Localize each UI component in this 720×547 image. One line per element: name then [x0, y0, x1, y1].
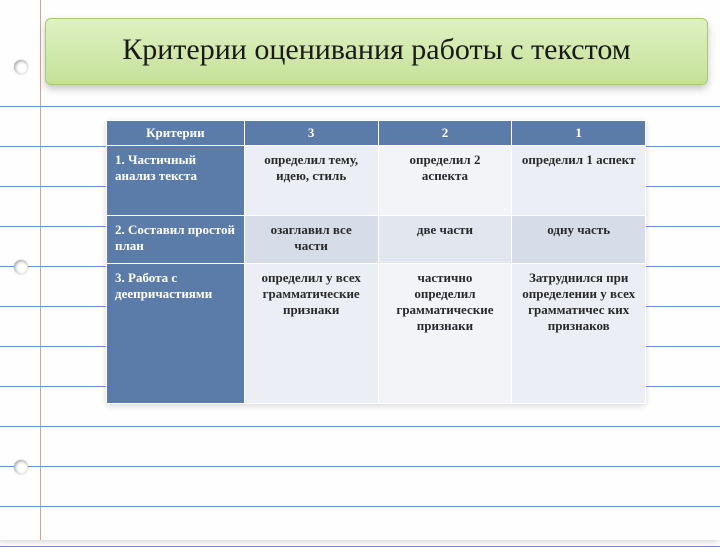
notebook-rule-line	[0, 426, 720, 427]
notebook-rule-line	[0, 106, 720, 107]
col-header-score3: 3	[244, 121, 378, 146]
slide-title-box: Критерии оценивания работы с текстом	[45, 18, 708, 85]
cell: определил 1 аспект	[512, 146, 646, 216]
cell: две части	[378, 216, 512, 264]
cell: одну часть	[512, 216, 646, 264]
table-header-row: Критерии 3 2 1	[107, 121, 646, 146]
cell: Затруднился при определении у всех грамм…	[512, 264, 646, 404]
notebook-rule-line	[0, 466, 720, 467]
cell: частично определил грамматические призна…	[378, 264, 512, 404]
col-header-score1: 1	[512, 121, 646, 146]
cell: определил у всех грамматические признаки	[244, 264, 378, 404]
punch-hole	[14, 260, 28, 274]
col-header-criteria: Критерии	[107, 121, 245, 146]
notebook-margin-line	[40, 0, 41, 540]
table-row: 1. Частичный анализ текста определил тем…	[107, 146, 646, 216]
col-header-score2: 2	[378, 121, 512, 146]
row-label: 1. Частичный анализ текста	[107, 146, 245, 216]
punch-hole	[14, 60, 28, 74]
notebook-rule-line	[0, 506, 720, 507]
row-label: 2. Составил простой план	[107, 216, 245, 264]
punch-hole	[14, 460, 28, 474]
row-label: 3. Работа с деепричастиями	[107, 264, 245, 404]
table-row: 2. Составил простой план озаглавил все ч…	[107, 216, 646, 264]
table-row: 3. Работа с деепричастиями определил у в…	[107, 264, 646, 404]
cell: определил тему, идею, стиль	[244, 146, 378, 216]
cell: озаглавил все части	[244, 216, 378, 264]
cell: определил 2 аспекта	[378, 146, 512, 216]
rubric-table: Критерии 3 2 1 1. Частичный анализ текст…	[106, 120, 646, 404]
slide-title: Критерии оценивания работы с текстом	[66, 33, 687, 68]
